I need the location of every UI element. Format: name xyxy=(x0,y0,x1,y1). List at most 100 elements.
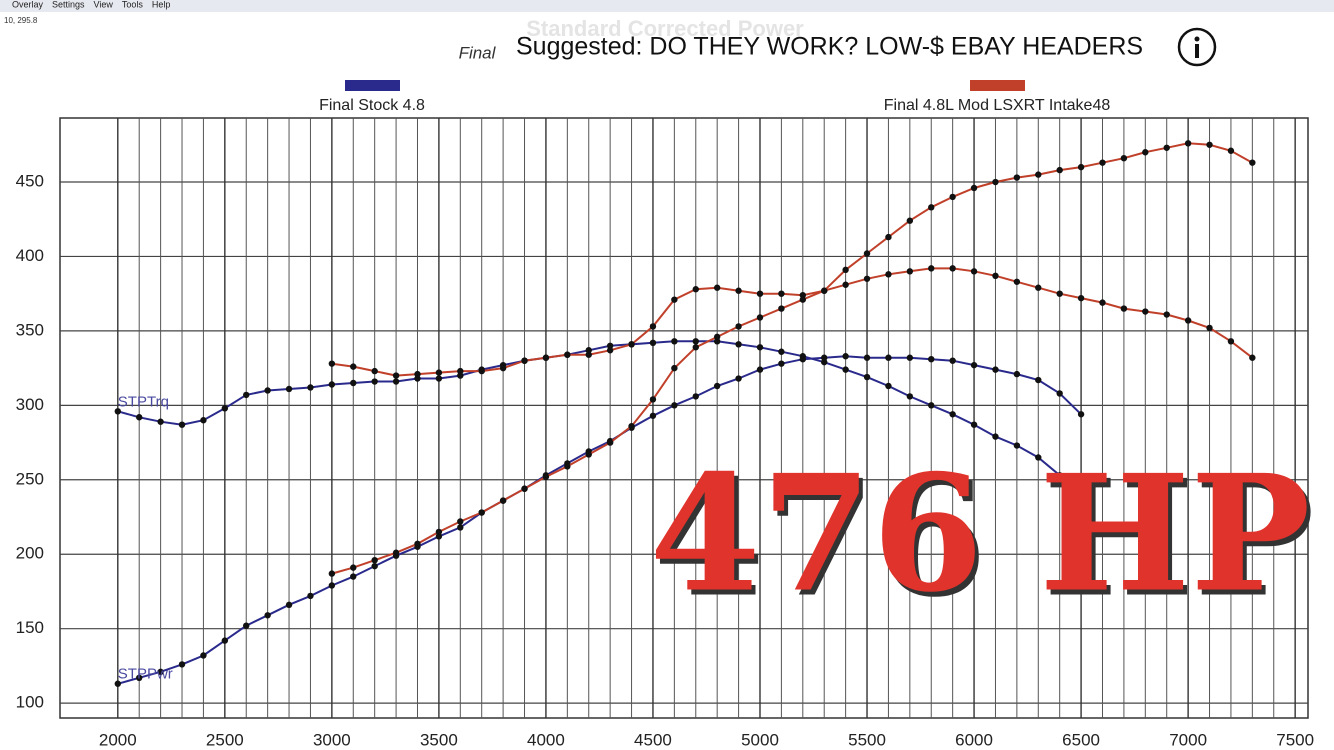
point xyxy=(1249,159,1256,166)
point xyxy=(778,360,785,367)
point xyxy=(735,375,742,382)
point xyxy=(1077,294,1085,302)
menu-item[interactable]: Help xyxy=(152,0,171,9)
point xyxy=(414,540,421,548)
curve-power xyxy=(117,355,1082,685)
point xyxy=(885,354,892,361)
point xyxy=(285,601,293,609)
point xyxy=(970,361,978,369)
point xyxy=(178,421,186,428)
menu-item[interactable]: View xyxy=(94,0,114,9)
point xyxy=(649,396,657,403)
point xyxy=(350,363,357,370)
x-tick-label: 2000 xyxy=(99,730,137,749)
point xyxy=(970,184,978,192)
point xyxy=(863,354,871,361)
x-tick-label: 3000 xyxy=(313,730,351,749)
point xyxy=(1013,370,1021,378)
point xyxy=(671,364,678,372)
point xyxy=(692,338,699,345)
point xyxy=(435,375,443,382)
point xyxy=(1035,171,1042,178)
point xyxy=(350,379,357,387)
point xyxy=(414,375,421,382)
point xyxy=(992,366,999,373)
menu-item[interactable]: Settings xyxy=(52,0,85,9)
plot-frame xyxy=(59,117,1309,719)
point xyxy=(863,250,871,257)
point xyxy=(949,357,956,364)
point xyxy=(692,393,699,400)
x-tick-label: 5000 xyxy=(741,730,779,749)
point xyxy=(499,364,507,372)
point xyxy=(1206,324,1213,332)
point xyxy=(628,341,635,348)
point xyxy=(564,463,571,470)
point xyxy=(928,265,935,272)
point xyxy=(371,378,378,385)
x-tick-label: 4500 xyxy=(634,730,672,749)
point xyxy=(885,271,892,278)
point xyxy=(671,296,678,303)
point xyxy=(457,372,464,379)
point xyxy=(606,347,614,354)
point xyxy=(392,372,400,379)
point xyxy=(478,509,485,516)
point xyxy=(1056,472,1063,479)
point xyxy=(1035,454,1042,461)
point xyxy=(949,411,956,418)
point xyxy=(328,381,336,388)
legend-swatch xyxy=(970,80,1025,91)
curve-torque xyxy=(331,267,1253,377)
point xyxy=(285,385,293,393)
menu-item[interactable]: Tools xyxy=(122,0,144,9)
point xyxy=(799,355,807,363)
legend-label: Final 4.8L Mod LSXRT Intake48 xyxy=(884,97,1111,114)
point xyxy=(499,497,507,504)
legend: Final Stock 4.8 Final 4.8L Mod LSXRT Inta… xyxy=(319,80,1110,114)
point xyxy=(1184,140,1192,147)
x-tick-label: 2500 xyxy=(206,730,244,749)
point xyxy=(842,266,849,274)
point xyxy=(821,354,828,361)
point xyxy=(1120,154,1128,162)
menu-item[interactable]: Overlay xyxy=(12,0,44,9)
point xyxy=(821,287,828,294)
y-tick-label: 150 xyxy=(16,618,44,637)
point xyxy=(692,286,699,293)
point xyxy=(350,564,357,571)
legend-label: Final Stock 4.8 xyxy=(319,97,425,114)
point xyxy=(157,668,164,676)
point xyxy=(457,518,464,525)
point xyxy=(1035,284,1042,291)
point xyxy=(992,433,999,440)
point xyxy=(307,384,314,391)
point xyxy=(992,272,999,280)
y-tick-label: 100 xyxy=(16,693,44,712)
point xyxy=(243,622,250,629)
cursor-readout: 10, 295.8 xyxy=(4,16,38,25)
info-icon[interactable] xyxy=(1177,27,1217,67)
x-tick-label: 7000 xyxy=(1169,730,1207,749)
y-tick-label: 300 xyxy=(16,395,44,414)
chart-title: Standard Corrected Power xyxy=(526,16,804,41)
point xyxy=(1056,166,1063,174)
point xyxy=(928,355,935,363)
point xyxy=(585,351,592,358)
x-tick-label: 3500 xyxy=(420,730,458,749)
y-tick-label: 350 xyxy=(16,320,44,339)
suggested-overlay[interactable]: Suggested: DO THEY WORK? LOW-$ EBAY HEAD… xyxy=(516,33,1143,61)
point xyxy=(178,661,186,668)
point xyxy=(1163,311,1170,318)
point xyxy=(778,348,785,355)
point xyxy=(842,281,849,288)
point xyxy=(392,378,400,385)
point xyxy=(713,338,721,345)
headline-shadow: 476 HP xyxy=(653,445,1314,633)
point xyxy=(1184,317,1192,324)
point xyxy=(906,393,914,400)
point xyxy=(371,562,378,570)
point xyxy=(928,204,935,211)
point xyxy=(842,366,849,373)
